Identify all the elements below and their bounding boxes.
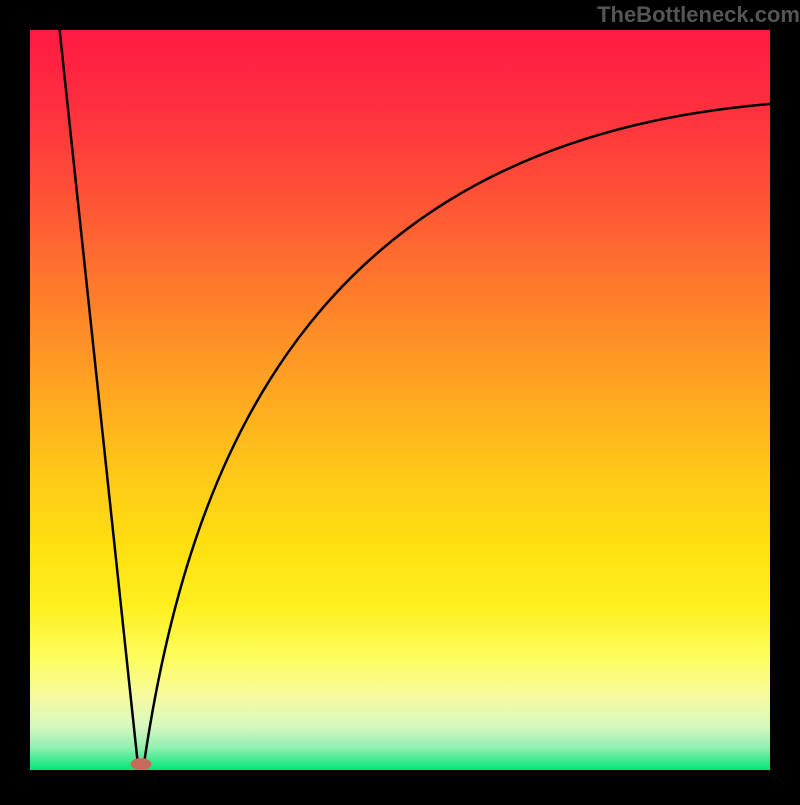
- chart-background: [30, 30, 770, 770]
- chart-container: TheBottleneck.com: [0, 0, 800, 800]
- minimum-marker: [131, 758, 152, 770]
- bottleneck-chart: [0, 0, 800, 800]
- watermark-text: TheBottleneck.com: [597, 2, 800, 28]
